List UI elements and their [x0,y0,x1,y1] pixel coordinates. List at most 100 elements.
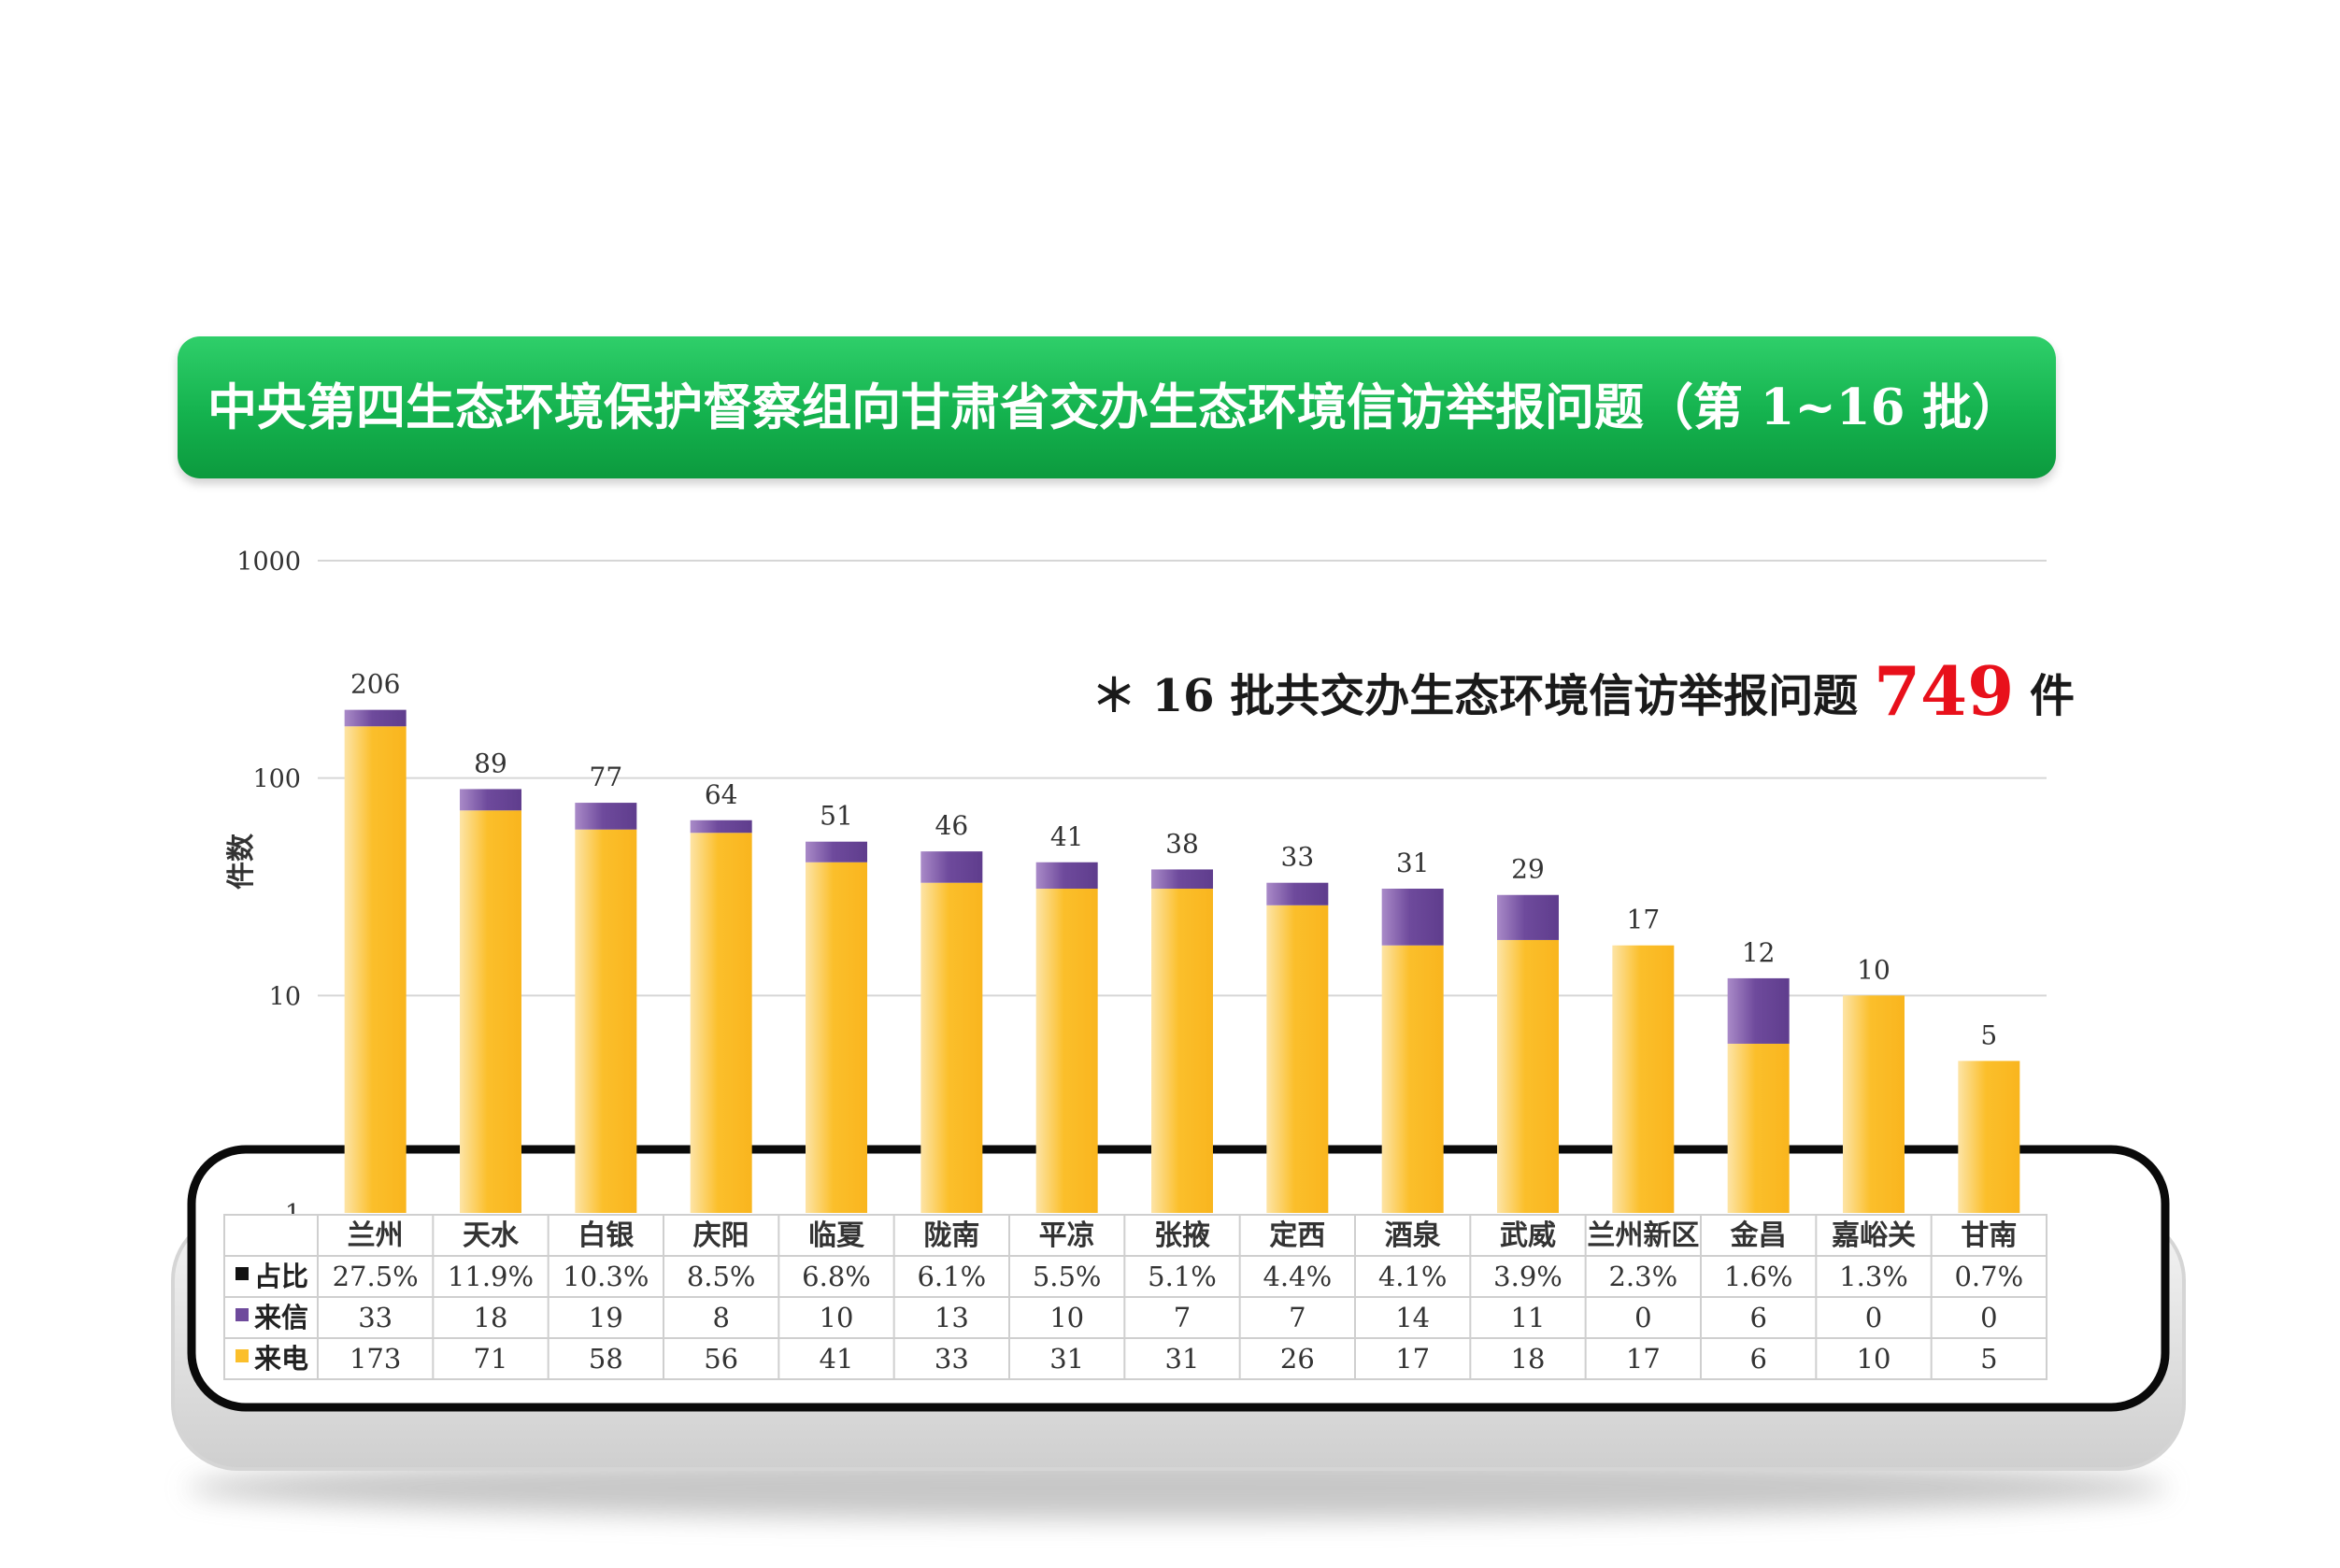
category-label: 嘉峪关 [1832,1219,1916,1252]
category-label: 定西 [1269,1219,1325,1252]
row-label: 来信 [254,1302,308,1333]
data-label: 206 [350,669,400,700]
category-label: 庆阳 [693,1219,749,1252]
bar-letter [1381,889,1444,946]
table-cell: 33 [358,1302,392,1333]
data-label: 5 [1980,1019,1997,1050]
bar-phone [1958,1061,2020,1213]
table-cell: 8.5% [687,1261,756,1292]
table-cell: 8 [712,1302,729,1333]
annotation-suffix: 件 [2029,670,2075,722]
category-label: 兰州新区 [1587,1219,1699,1252]
table-cell: 6 [1749,1343,1766,1375]
table-cell: 11.9% [448,1261,534,1292]
bar-phone [1612,945,1675,1213]
data-label: 38 [1165,828,1199,859]
data-label: 51 [820,801,853,832]
bar-letter [575,803,637,830]
bar-phone [690,833,752,1213]
category-label: 甘南 [1961,1219,2017,1252]
table-cell: 10.3% [563,1261,649,1292]
table-cell: 7 [1289,1302,1306,1333]
table-cell: 71 [474,1343,508,1375]
table-cell: 0 [1634,1302,1651,1333]
bar-letter [1266,882,1329,905]
table-cell: 11 [1511,1302,1546,1333]
table-cell: 6.1% [917,1261,986,1292]
bar-phone [920,882,983,1213]
data-label: 17 [1627,905,1661,935]
table-cell: 18 [1511,1343,1546,1375]
bar-phone [575,829,637,1213]
category-label: 白银 [578,1219,634,1252]
data-label: 10 [1857,954,1891,985]
table-cell: 58 [589,1343,623,1375]
table-cell: 6.8% [802,1261,871,1292]
table-cell: 5 [1980,1343,1997,1375]
legend-swatch [235,1349,249,1362]
table-cell: 0 [1980,1302,1997,1333]
bar-letter [1035,862,1098,890]
table-cell: 0 [1865,1302,1882,1333]
data-label: 31 [1396,848,1430,878]
table-cell: 18 [474,1302,508,1333]
table-cell: 41 [820,1343,854,1375]
table-cell: 6 [1749,1302,1766,1333]
bar-phone [1151,889,1213,1213]
legend-swatch [235,1308,249,1321]
category-label: 张掖 [1154,1219,1210,1252]
bar-phone [1266,905,1329,1213]
bar-letter [1727,977,1790,1044]
y-tick-label: 1000 [236,548,301,577]
table-cell: 7 [1174,1302,1191,1333]
annotation-prefix: ＊ 16 批共交办生态环境信访举报问题 [1092,670,1859,722]
y-axis-ticks: 1101001000 [236,548,301,1229]
bar-phone [1035,889,1098,1213]
total-annotation: ＊ 16 批共交办生态环境信访举报问题 749 件 [1092,645,2075,738]
row-label: 来电 [254,1343,308,1375]
bar-phone [1727,1043,1790,1213]
table-cell: 10 [1857,1343,1891,1375]
bar-letter [690,820,752,834]
table-cell: 31 [1165,1343,1200,1375]
bar-letter [344,709,407,727]
table-cell: 10 [820,1302,854,1333]
category-label: 金昌 [1730,1219,1787,1252]
category-label: 兰州 [348,1219,404,1252]
table-cell: 3.9% [1493,1261,1562,1292]
y-tick-label: 10 [269,982,301,1011]
title-banner: 中央第四生态环境保护督察组向甘肃省交办生态环境信访举报问题（第 1~16 批） [178,336,2056,478]
y-tick-label: 100 [252,765,301,794]
table-cell: 5.1% [1148,1261,1217,1292]
table-cell: 5.5% [1033,1261,1102,1292]
table-cell: 13 [935,1302,969,1333]
bar-phone [1843,995,1905,1213]
category-label: 酒泉 [1385,1219,1441,1252]
data-label: 41 [1050,821,1084,852]
data-label: 12 [1742,937,1776,968]
row-label: 占比 [254,1261,308,1292]
table-cell: 1.6% [1724,1261,1793,1292]
bar-phone [1381,945,1444,1213]
table-cell: 2.3% [1608,1261,1677,1292]
table-cell: 31 [1049,1343,1084,1375]
data-label: 33 [1281,842,1315,873]
bar-phone [1497,939,1559,1213]
bar-letter [1151,869,1213,890]
category-label: 陇南 [923,1219,979,1252]
data-label: 89 [474,748,507,778]
data-label: 77 [590,762,623,792]
y-axis-label: 件数 [225,833,258,890]
bar-phone [806,862,867,1213]
category-label: 平凉 [1039,1219,1095,1252]
table-cell: 1.3% [1839,1261,1908,1292]
legend-swatch [235,1267,249,1280]
bar-phone [344,726,407,1213]
table-cell: 27.5% [333,1261,419,1292]
table-cell: 19 [589,1302,623,1333]
bar-letter [920,851,983,883]
category-label: 临夏 [808,1219,865,1252]
table-cell: 173 [350,1343,401,1375]
